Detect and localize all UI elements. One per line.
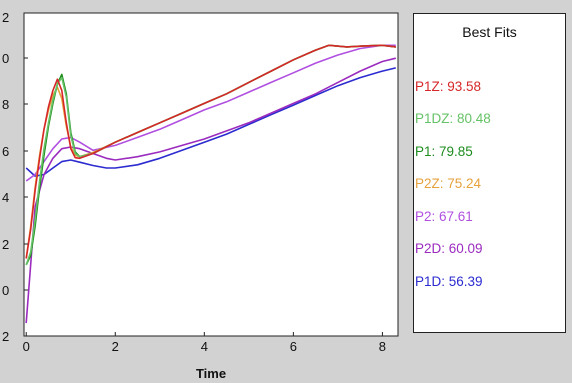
legend-entry: P1D: 56.39 <box>415 274 483 289</box>
x-tick-label: 6 <box>290 339 297 354</box>
y-tick-label: 2 <box>2 329 9 344</box>
series-line-4 <box>25 44 396 182</box>
x-axis-label: Time <box>196 366 226 381</box>
y-tick-label: 4 <box>2 190 9 205</box>
legend-title: Best Fits <box>462 24 517 40</box>
series-line-6 <box>25 67 396 177</box>
y-tick-label: 8 <box>2 97 9 112</box>
x-tick-label: 0 <box>23 339 30 354</box>
y-tick-label: 2 <box>2 237 9 252</box>
y-tick-label: 0 <box>2 283 9 298</box>
legend-entry: P2: 67.61 <box>415 209 473 224</box>
plot-area <box>23 12 399 337</box>
x-tick-label: 2 <box>112 339 119 354</box>
x-tick-label: 4 <box>201 339 208 354</box>
legend-entry: P2Z: 75.24 <box>415 176 482 191</box>
legend-entry: P1: 79.85 <box>415 144 473 159</box>
y-tick-label: 2 <box>2 10 9 25</box>
x-tick-label: 8 <box>379 339 386 354</box>
legend: Best Fits P1Z: 93.58 P1DZ: 80.48 P1: 79.85… <box>413 13 566 333</box>
y-tick-label: 6 <box>2 144 9 159</box>
legend-entry: P1Z: 93.58 <box>415 79 482 94</box>
series-line-5 <box>25 57 396 324</box>
legend-entry: P1DZ: 80.48 <box>415 111 491 126</box>
y-tick-label: 0 <box>2 51 9 66</box>
legend-entry: P2D: 60.09 <box>415 241 483 256</box>
series-line-0 <box>25 44 396 259</box>
series-layer <box>25 44 396 324</box>
